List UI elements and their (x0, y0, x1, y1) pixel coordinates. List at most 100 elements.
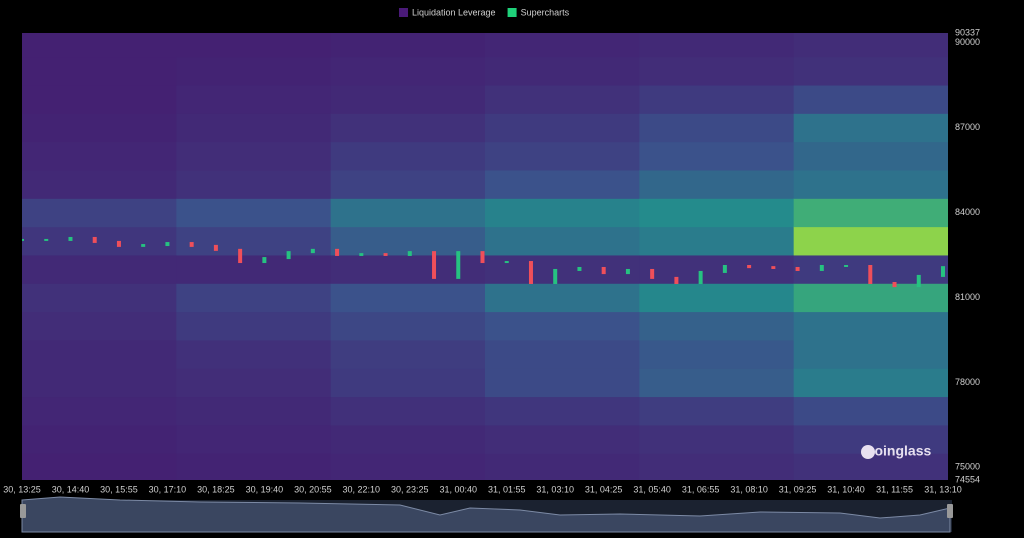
x-tick-label: 31, 06:55 (682, 484, 720, 494)
heat-cell (22, 113, 177, 143)
heat-cell (176, 85, 332, 114)
x-tick-label: 31, 09:25 (779, 484, 817, 494)
candle (771, 266, 776, 269)
heat-cell (330, 453, 486, 480)
heat-cell (22, 226, 177, 256)
x-tick-label: 31, 01:55 (488, 484, 526, 494)
heat-cell (330, 169, 486, 199)
candle (698, 270, 703, 284)
heat-cell (22, 85, 177, 114)
candle (674, 276, 679, 284)
heat-cell (793, 141, 948, 171)
watermark: coinglass (867, 443, 932, 459)
heat-cell (485, 169, 640, 199)
heat-cell (330, 283, 486, 313)
heat-cell (639, 396, 795, 426)
legend-swatch (507, 8, 517, 17)
heat-cell (22, 169, 177, 199)
x-tick-label: 31, 03:10 (536, 484, 574, 494)
heat-cell (330, 368, 486, 398)
heat-cell (176, 283, 332, 313)
heat-cell (22, 453, 177, 480)
legend: Liquidation Leverage Supercharts (399, 7, 570, 17)
candle (116, 240, 121, 247)
x-tick-label: 31, 13:10 (924, 484, 962, 494)
heat-cell (330, 226, 486, 256)
heat-cell (176, 226, 332, 256)
heat-cell (176, 368, 332, 398)
heat-cell (485, 33, 640, 58)
candle (262, 257, 267, 264)
candle (141, 244, 146, 247)
candle (528, 261, 533, 284)
x-tick-label: 31, 10:40 (827, 484, 865, 494)
heat-cell (330, 396, 486, 426)
heat-cell (22, 198, 177, 228)
x-tick-label: 31, 05:40 (633, 484, 671, 494)
heat-cell (22, 33, 177, 58)
x-tick-label: 30, 23:25 (391, 484, 429, 494)
heat-cell (176, 56, 332, 86)
heat-cell (176, 254, 332, 284)
heat-cell (793, 113, 948, 143)
legend-swatch (399, 8, 408, 17)
heat-cell (176, 169, 332, 199)
heat-cell (485, 339, 640, 369)
candle (868, 265, 873, 284)
candle (722, 265, 727, 273)
candle (335, 248, 340, 256)
candle (407, 251, 412, 256)
x-tick-label: 31, 11:55 (876, 484, 913, 494)
x-tick-label: 31, 08:10 (730, 484, 768, 494)
x-tick-label: 30, 20:55 (294, 484, 332, 494)
y-tick-label: 84000 (955, 207, 980, 217)
heat-cell (485, 141, 640, 171)
heat-cell (793, 169, 948, 199)
x-tick-label: 30, 13:25 (3, 484, 41, 494)
heat-cell (22, 311, 177, 341)
heat-cell (639, 198, 795, 228)
heat-cell (485, 424, 640, 454)
candle (165, 242, 170, 247)
y-tick-label: 87000 (955, 122, 980, 132)
heat-cell (639, 85, 795, 114)
y-tick-label: 90337 (955, 27, 980, 37)
heat-cell (330, 141, 486, 171)
candle (553, 268, 558, 284)
heat-cell (485, 56, 640, 86)
candles (22, 236, 945, 288)
heat-cell (22, 368, 177, 398)
heatmap (22, 33, 948, 480)
heat-cell (485, 453, 640, 480)
heat-cell (22, 141, 177, 171)
heat-cell (485, 226, 640, 256)
heat-cell (793, 368, 948, 398)
watermark-icon (861, 445, 875, 459)
heat-cell (176, 33, 332, 58)
heat-cell (793, 396, 948, 426)
heat-cell (176, 198, 332, 228)
heat-cell (330, 311, 486, 341)
heat-cell (639, 113, 795, 143)
x-tick-label: 30, 22:10 (343, 484, 381, 494)
candle (432, 251, 437, 279)
legend-label: Liquidation Leverage (412, 7, 496, 17)
heat-cell (485, 311, 640, 341)
y-tick-label: 90000 (955, 37, 980, 47)
candle (916, 274, 921, 288)
heat-cell (639, 33, 795, 58)
heat-cell (485, 368, 640, 398)
candle (359, 253, 364, 256)
heat-cell (793, 33, 948, 58)
heat-cell (176, 311, 332, 341)
heat-cell (639, 141, 795, 171)
heat-cell (22, 424, 177, 454)
candle (310, 248, 315, 254)
heat-cell (639, 169, 795, 199)
heat-cell (639, 424, 795, 454)
heat-cell (793, 283, 948, 313)
candle (795, 266, 800, 271)
candle (819, 265, 824, 271)
candle (941, 266, 945, 277)
x-tick-label: 31, 00:40 (439, 484, 477, 494)
